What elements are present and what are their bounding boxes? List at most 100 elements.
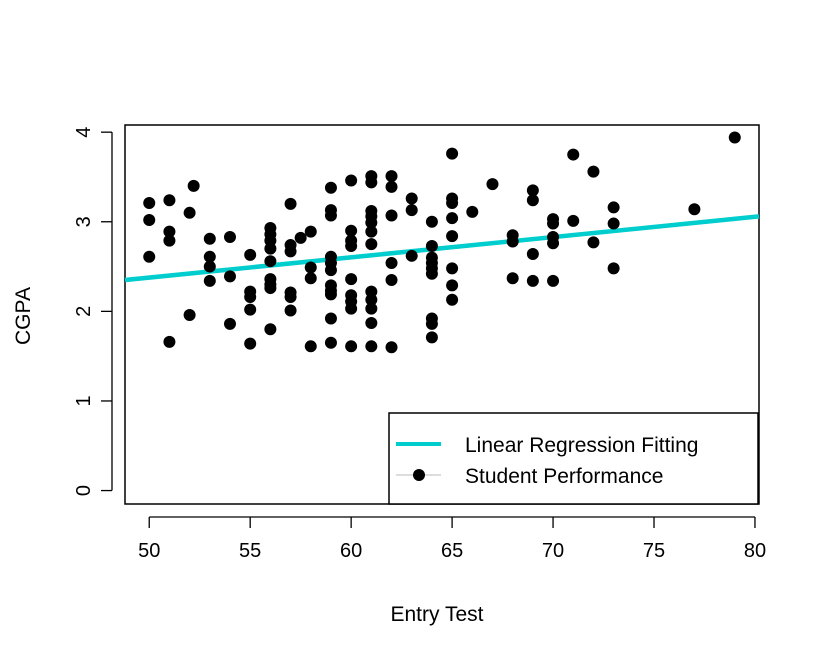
data-point	[163, 234, 176, 247]
data-point	[143, 213, 156, 226]
data-point	[567, 148, 580, 161]
data-point	[163, 335, 176, 348]
data-point	[203, 274, 216, 287]
data-point	[385, 274, 398, 287]
data-point	[345, 224, 358, 237]
data-point	[446, 196, 459, 209]
legend-point-swatch	[413, 469, 425, 481]
data-point	[163, 194, 176, 207]
data-point	[365, 302, 378, 315]
x-tick-label: 75	[643, 540, 665, 562]
data-point	[284, 304, 297, 317]
data-point	[324, 312, 337, 325]
y-tick-label: 2	[73, 306, 95, 317]
data-point	[506, 235, 519, 248]
data-point	[345, 239, 358, 252]
data-point	[264, 242, 277, 255]
data-point	[567, 214, 580, 227]
data-point	[163, 225, 176, 238]
data-point	[244, 303, 257, 316]
data-point	[223, 270, 236, 283]
x-axis-title: Entry Test	[391, 603, 484, 626]
y-tick-label: 3	[73, 216, 95, 227]
y-tick-label: 1	[73, 395, 95, 406]
x-tick-label: 60	[340, 540, 362, 562]
data-point	[425, 215, 438, 228]
x-axis: 50 55 60 65 70 75 80	[138, 516, 766, 562]
y-axis-title: CGPA	[12, 287, 35, 345]
data-point	[244, 291, 257, 304]
data-point	[425, 239, 438, 252]
data-point	[264, 323, 277, 336]
data-point	[385, 256, 398, 269]
data-point	[526, 248, 539, 261]
x-tick-label: 50	[138, 540, 160, 562]
regression-layer	[124, 214, 760, 283]
data-point	[183, 308, 196, 321]
data-point	[365, 238, 378, 251]
data-point	[446, 262, 459, 275]
data-point	[203, 260, 216, 273]
data-point	[223, 230, 236, 243]
data-point	[365, 317, 378, 330]
data-point	[425, 331, 438, 344]
data-point	[405, 204, 418, 217]
data-point	[365, 176, 378, 189]
data-point	[345, 302, 358, 315]
data-point	[304, 272, 317, 285]
data-point	[688, 203, 701, 216]
legend-label-points: Student Performance	[465, 465, 663, 488]
data-point	[385, 180, 398, 193]
data-point	[547, 274, 560, 287]
data-point	[284, 245, 297, 258]
data-point	[187, 179, 200, 192]
data-point	[526, 194, 539, 207]
regression-line	[124, 214, 760, 283]
data-point	[547, 237, 560, 250]
data-point	[526, 184, 539, 197]
data-point	[345, 273, 358, 286]
points-layer	[143, 131, 741, 354]
data-point	[244, 337, 257, 350]
data-point	[324, 336, 337, 349]
data-point	[446, 279, 459, 292]
data-point	[284, 197, 297, 210]
x-tick-label: 70	[542, 540, 564, 562]
data-point	[304, 225, 317, 238]
data-point	[405, 249, 418, 262]
y-tick-label: 4	[73, 127, 95, 138]
data-point	[264, 282, 277, 295]
data-point	[345, 340, 358, 353]
data-point	[405, 192, 418, 205]
data-point	[324, 209, 337, 222]
data-point	[294, 231, 307, 244]
data-point	[728, 131, 741, 144]
data-point	[365, 225, 378, 238]
data-point	[304, 261, 317, 274]
data-point	[506, 272, 519, 285]
data-point	[486, 178, 499, 191]
data-point	[345, 174, 358, 187]
data-point	[607, 201, 620, 214]
data-point	[425, 317, 438, 330]
x-tick-label: 65	[441, 540, 463, 562]
data-point	[385, 341, 398, 354]
data-point	[365, 216, 378, 229]
data-point	[547, 217, 560, 230]
data-point	[425, 267, 438, 280]
data-point	[526, 274, 539, 287]
data-point	[446, 147, 459, 160]
data-point	[385, 170, 398, 183]
data-point	[143, 250, 156, 263]
data-point	[607, 217, 620, 230]
data-point	[223, 317, 236, 330]
data-point	[607, 262, 620, 275]
data-point	[324, 181, 337, 194]
data-point	[324, 264, 337, 277]
legend-label-regression: Linear Regression Fitting	[465, 434, 698, 457]
data-point	[365, 293, 378, 306]
data-point	[203, 232, 216, 245]
data-point	[264, 255, 277, 268]
data-point	[587, 236, 600, 249]
y-axis: 0 1 2 3 4	[73, 127, 113, 496]
